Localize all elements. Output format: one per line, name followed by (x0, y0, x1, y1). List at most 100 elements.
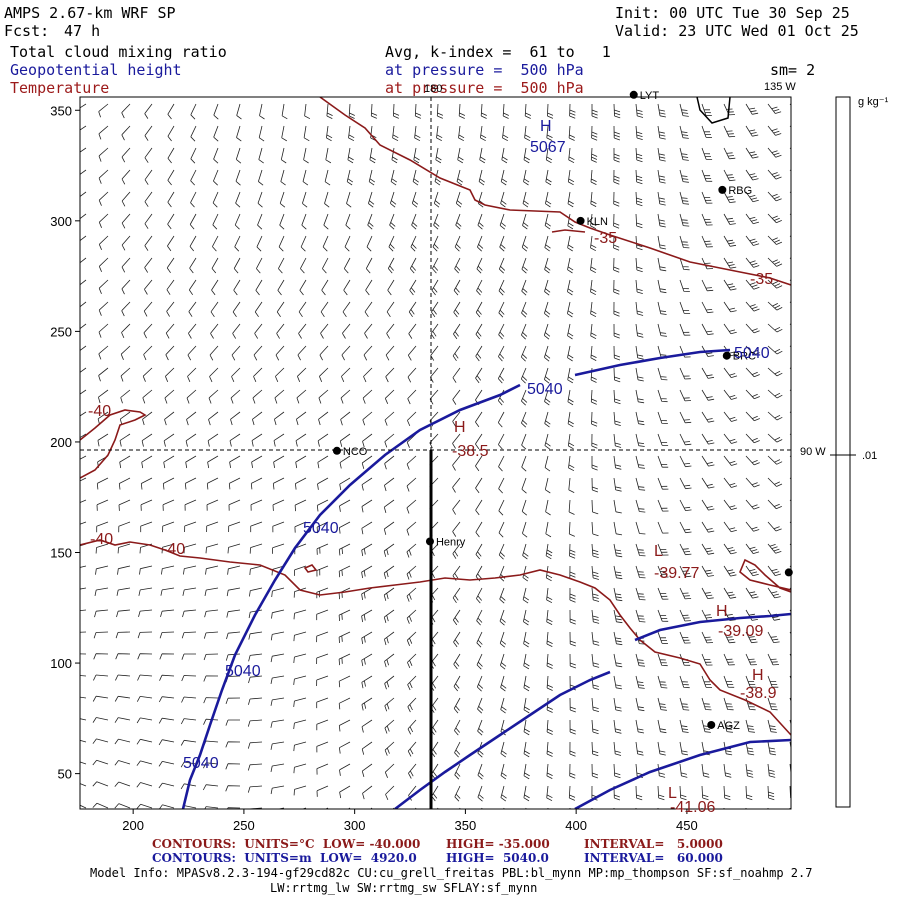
wind-barb (520, 367, 528, 384)
wind-barb (189, 257, 197, 274)
wind-barb (212, 213, 219, 230)
wind-barb (80, 389, 87, 395)
wind-barb (432, 235, 439, 252)
wind-barb (475, 477, 483, 494)
high-marker: H (540, 118, 552, 135)
wind-barb (657, 697, 667, 711)
wind-barb (118, 477, 131, 490)
wind-barb (164, 389, 175, 404)
temp-label: -35 (594, 230, 617, 247)
wind-barb (767, 301, 783, 311)
wind-barb (454, 741, 461, 758)
wind-barb (679, 169, 689, 183)
wind-barb (679, 675, 690, 689)
wind-barb (569, 653, 577, 669)
wind-barb (789, 499, 791, 502)
wind-barb (789, 147, 791, 150)
wind-barb (568, 455, 575, 472)
wind-barb (80, 367, 87, 373)
wind-barb (745, 169, 759, 181)
station-label: LYT (640, 90, 660, 102)
wind-barb (745, 477, 760, 488)
wind-barb (234, 213, 241, 230)
wind-barb (613, 697, 622, 712)
wind-barb (236, 125, 242, 142)
wind-barb (144, 103, 153, 119)
wind-barb (205, 565, 219, 575)
wind-barb (613, 345, 621, 361)
wind-barb (387, 279, 395, 296)
wind-barb (701, 455, 715, 467)
wind-barb (144, 191, 153, 207)
wind-barb (635, 301, 644, 316)
wind-barb (272, 543, 285, 554)
wind-barb (500, 785, 507, 802)
wind-barb (679, 235, 690, 249)
wind-barb (159, 674, 175, 681)
wind-barb (767, 741, 777, 756)
wind-barb (613, 477, 622, 492)
wind-barb (142, 389, 153, 404)
wind-barb (280, 147, 287, 164)
wind-barb (408, 301, 417, 318)
wind-barb (452, 433, 461, 449)
wind-barb (544, 411, 551, 428)
wind-barb (701, 411, 715, 423)
wind-barb (167, 125, 175, 142)
wind-barb (406, 455, 417, 470)
wind-barb (591, 763, 599, 779)
wind-barb (118, 521, 131, 533)
wind-barb (701, 433, 715, 445)
wind-barb (190, 103, 197, 120)
wind-barb (452, 455, 461, 471)
wind-barb (613, 741, 622, 756)
wind-barb (324, 191, 330, 208)
wind-barb (293, 697, 307, 707)
map-frame (79, 96, 792, 810)
wind-barb (361, 455, 373, 469)
wind-barb (295, 455, 307, 469)
wind-barb (228, 521, 241, 533)
wind-barb (745, 565, 759, 577)
wind-barb (119, 455, 131, 469)
wind-barb (546, 587, 553, 604)
y-tick-label: 300 (50, 214, 72, 229)
wind-barb (767, 433, 783, 443)
temp-label: -35 (750, 271, 773, 288)
wind-barb (476, 609, 483, 626)
wind-barb (477, 719, 484, 736)
wind-barb (567, 389, 574, 406)
wind-barb (248, 697, 263, 705)
wind-barb (120, 389, 131, 404)
wind-barb (281, 125, 288, 142)
wind-barb (590, 235, 597, 252)
wind-barb (96, 477, 109, 490)
wind-barb (98, 235, 109, 250)
wind-barb (567, 345, 574, 362)
wind-barb (364, 301, 373, 318)
wind-barb (92, 802, 109, 809)
wind-barb (767, 785, 775, 801)
wind-barb (365, 279, 373, 296)
wind-barb (613, 807, 615, 809)
wind-barb (745, 279, 760, 290)
wind-barb (338, 675, 351, 688)
wind-barb (281, 103, 288, 120)
wind-barb (521, 455, 527, 472)
wind-barb (613, 719, 622, 734)
wind-barb (635, 433, 645, 447)
wind-barb (745, 499, 760, 510)
wind-barb (679, 697, 690, 711)
wind-barb (318, 411, 329, 426)
wind-barb (613, 191, 620, 207)
wind-barb (453, 631, 461, 648)
wind-barb (138, 587, 153, 596)
temp-contour (319, 97, 791, 286)
temp-contour (80, 409, 147, 479)
wind-barb (635, 565, 646, 579)
wind-barb (679, 323, 691, 336)
wind-barb (546, 719, 553, 735)
wind-barb (361, 697, 373, 711)
wind-barb (92, 695, 109, 702)
wind-barb (414, 807, 417, 809)
